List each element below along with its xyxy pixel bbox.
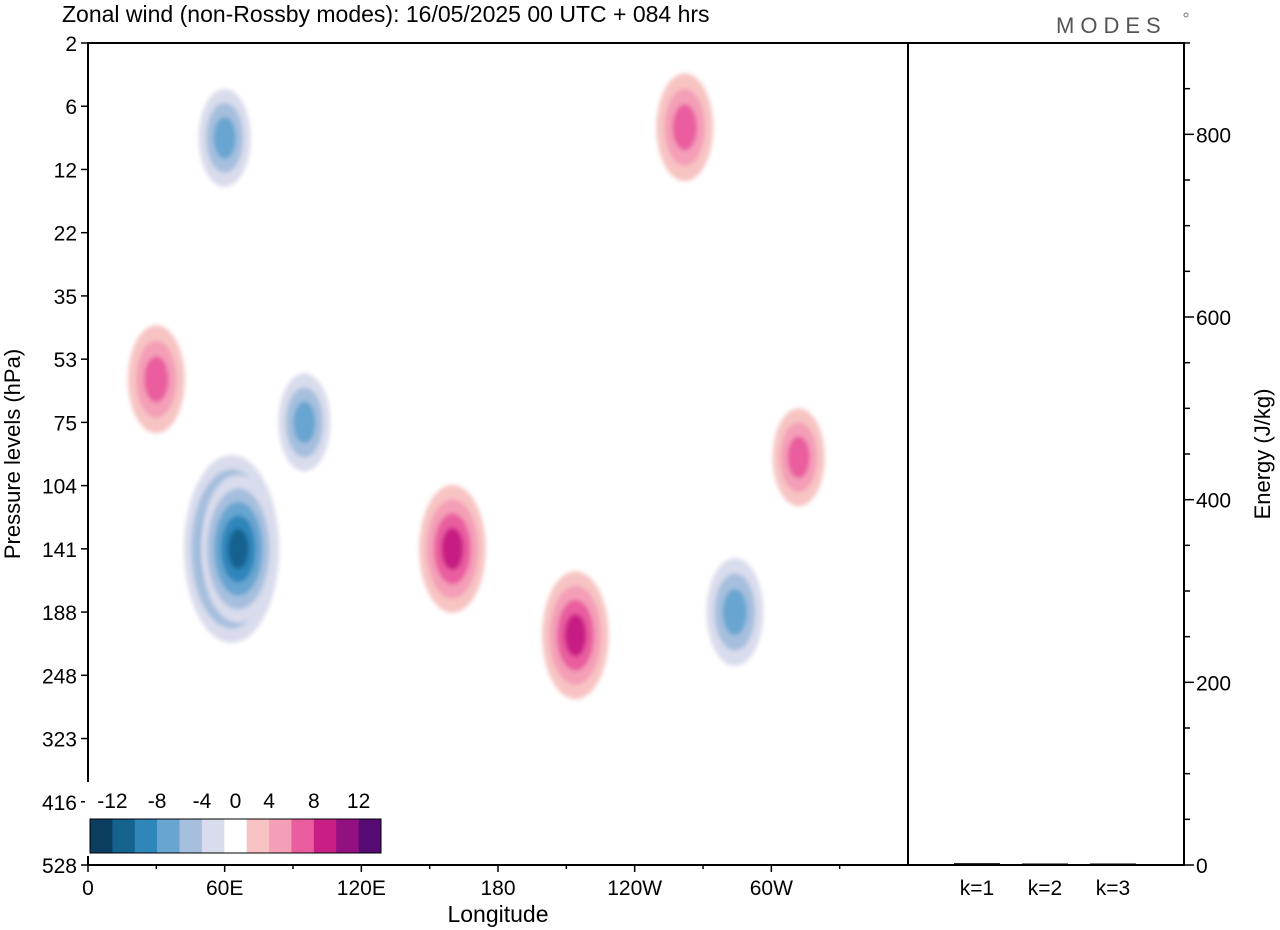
y-tick-label: 323 — [42, 729, 77, 752]
energy-category-label: k=3 — [1096, 877, 1130, 900]
colorbar-swatch — [90, 819, 113, 853]
energy-bar-chart: 0 200 400 600 800 k=1 k=2 k=3 — [954, 42, 1231, 900]
colorbar-swatch — [269, 819, 292, 853]
colorbar-swatch — [224, 819, 247, 853]
energy-panel-frame — [907, 42, 1185, 866]
y-tick-label: 248 — [42, 665, 77, 688]
x-tick-label: 180 — [480, 877, 515, 900]
y-tick-label: 12 — [54, 159, 77, 182]
wind-contour-blob — [213, 116, 236, 159]
energy-axis-label: Energy (J/kg) — [1250, 389, 1275, 520]
colorbar-label: -8 — [148, 790, 167, 813]
colorbar-swatch — [157, 819, 180, 853]
y-tick-label: 104 — [42, 476, 77, 499]
pressure-axis: 2 6 12 22 35 53 75 104 141 188 248 323 416 528 — [42, 33, 88, 878]
energy-tick-label: 800 — [1196, 124, 1231, 147]
colorbar-swatch — [336, 819, 359, 853]
y-tick-label: 6 — [65, 96, 77, 119]
wind-contour-blob — [144, 356, 169, 403]
x-tick-label: 60E — [206, 877, 243, 900]
colorbar-swatch — [291, 819, 315, 853]
energy-bar — [954, 863, 1000, 865]
y-tick-label: 188 — [42, 602, 77, 625]
colorbar-label: 4 — [263, 790, 275, 813]
x-tick-label: 60W — [750, 877, 793, 900]
chart-title: Zonal wind (non-Rossby modes): 16/05/202… — [62, 1, 710, 27]
y-tick-label: 416 — [42, 792, 77, 815]
colorbar-swatch — [313, 819, 337, 853]
wind-contour-blob — [293, 401, 316, 444]
y-tick-label: 53 — [54, 349, 77, 372]
energy-category-label: k=2 — [1028, 877, 1062, 900]
modes-logo: MODES — [1056, 13, 1167, 38]
colorbar-label: -12 — [97, 790, 127, 813]
energy-tick-label: 600 — [1196, 307, 1231, 330]
y-tick-label: 75 — [54, 412, 77, 435]
wind-contour-field — [127, 73, 825, 700]
colorbar-swatch — [112, 819, 136, 853]
colorbar-swatch — [246, 819, 270, 853]
y-axis-label: Pressure levels (hPa) — [0, 349, 25, 559]
colorbar-legend: -12 -8 -4 0 4 8 12 — [85, 782, 385, 856]
wind-contour-blob — [441, 527, 464, 571]
x-tick-label: 120W — [607, 877, 662, 900]
wind-contour-blob — [227, 528, 249, 570]
energy-bar — [1090, 863, 1136, 865]
energy-bar — [1022, 863, 1068, 865]
y-tick-label: 528 — [42, 855, 77, 878]
colorbar-frame — [89, 818, 382, 854]
wind-contour-blob — [672, 104, 697, 151]
x-tick-label: 120E — [337, 877, 386, 900]
colorbar-label: 12 — [347, 790, 370, 813]
colorbar-swatch — [201, 819, 225, 853]
logo-registered-mark — [1183, 12, 1189, 18]
energy-category-label: k=1 — [960, 877, 994, 900]
wind-contour-blob — [787, 436, 810, 479]
colorbar-label: 0 — [230, 790, 242, 813]
wind-contour-blob — [564, 613, 587, 657]
colorbar-swatch — [358, 819, 382, 853]
longitude-axis: 0 60E 120E 180 120W 60W — [82, 865, 841, 900]
energy-tick-label: 200 — [1196, 672, 1231, 695]
x-tick-label: 0 — [82, 877, 94, 900]
y-tick-label: 35 — [54, 286, 77, 309]
colorbar-swatch — [179, 819, 203, 853]
colorbar-label: -4 — [193, 790, 212, 813]
colorbar-swatch — [134, 819, 158, 853]
y-tick-label: 2 — [65, 33, 77, 56]
x-axis-label: Longitude — [447, 901, 548, 927]
energy-tick-label: 0 — [1196, 855, 1208, 878]
wind-contour-blob — [722, 588, 748, 636]
y-tick-label: 22 — [54, 223, 77, 246]
energy-tick-label: 400 — [1196, 490, 1231, 513]
colorbar-label: 8 — [308, 790, 320, 813]
y-tick-label: 141 — [42, 539, 77, 562]
